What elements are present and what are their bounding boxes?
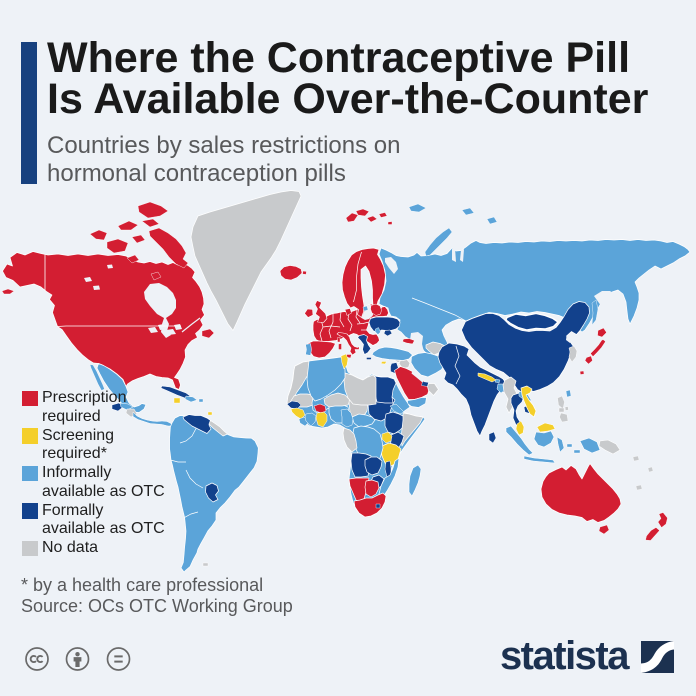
svg-text:statista: statista bbox=[500, 634, 630, 674]
